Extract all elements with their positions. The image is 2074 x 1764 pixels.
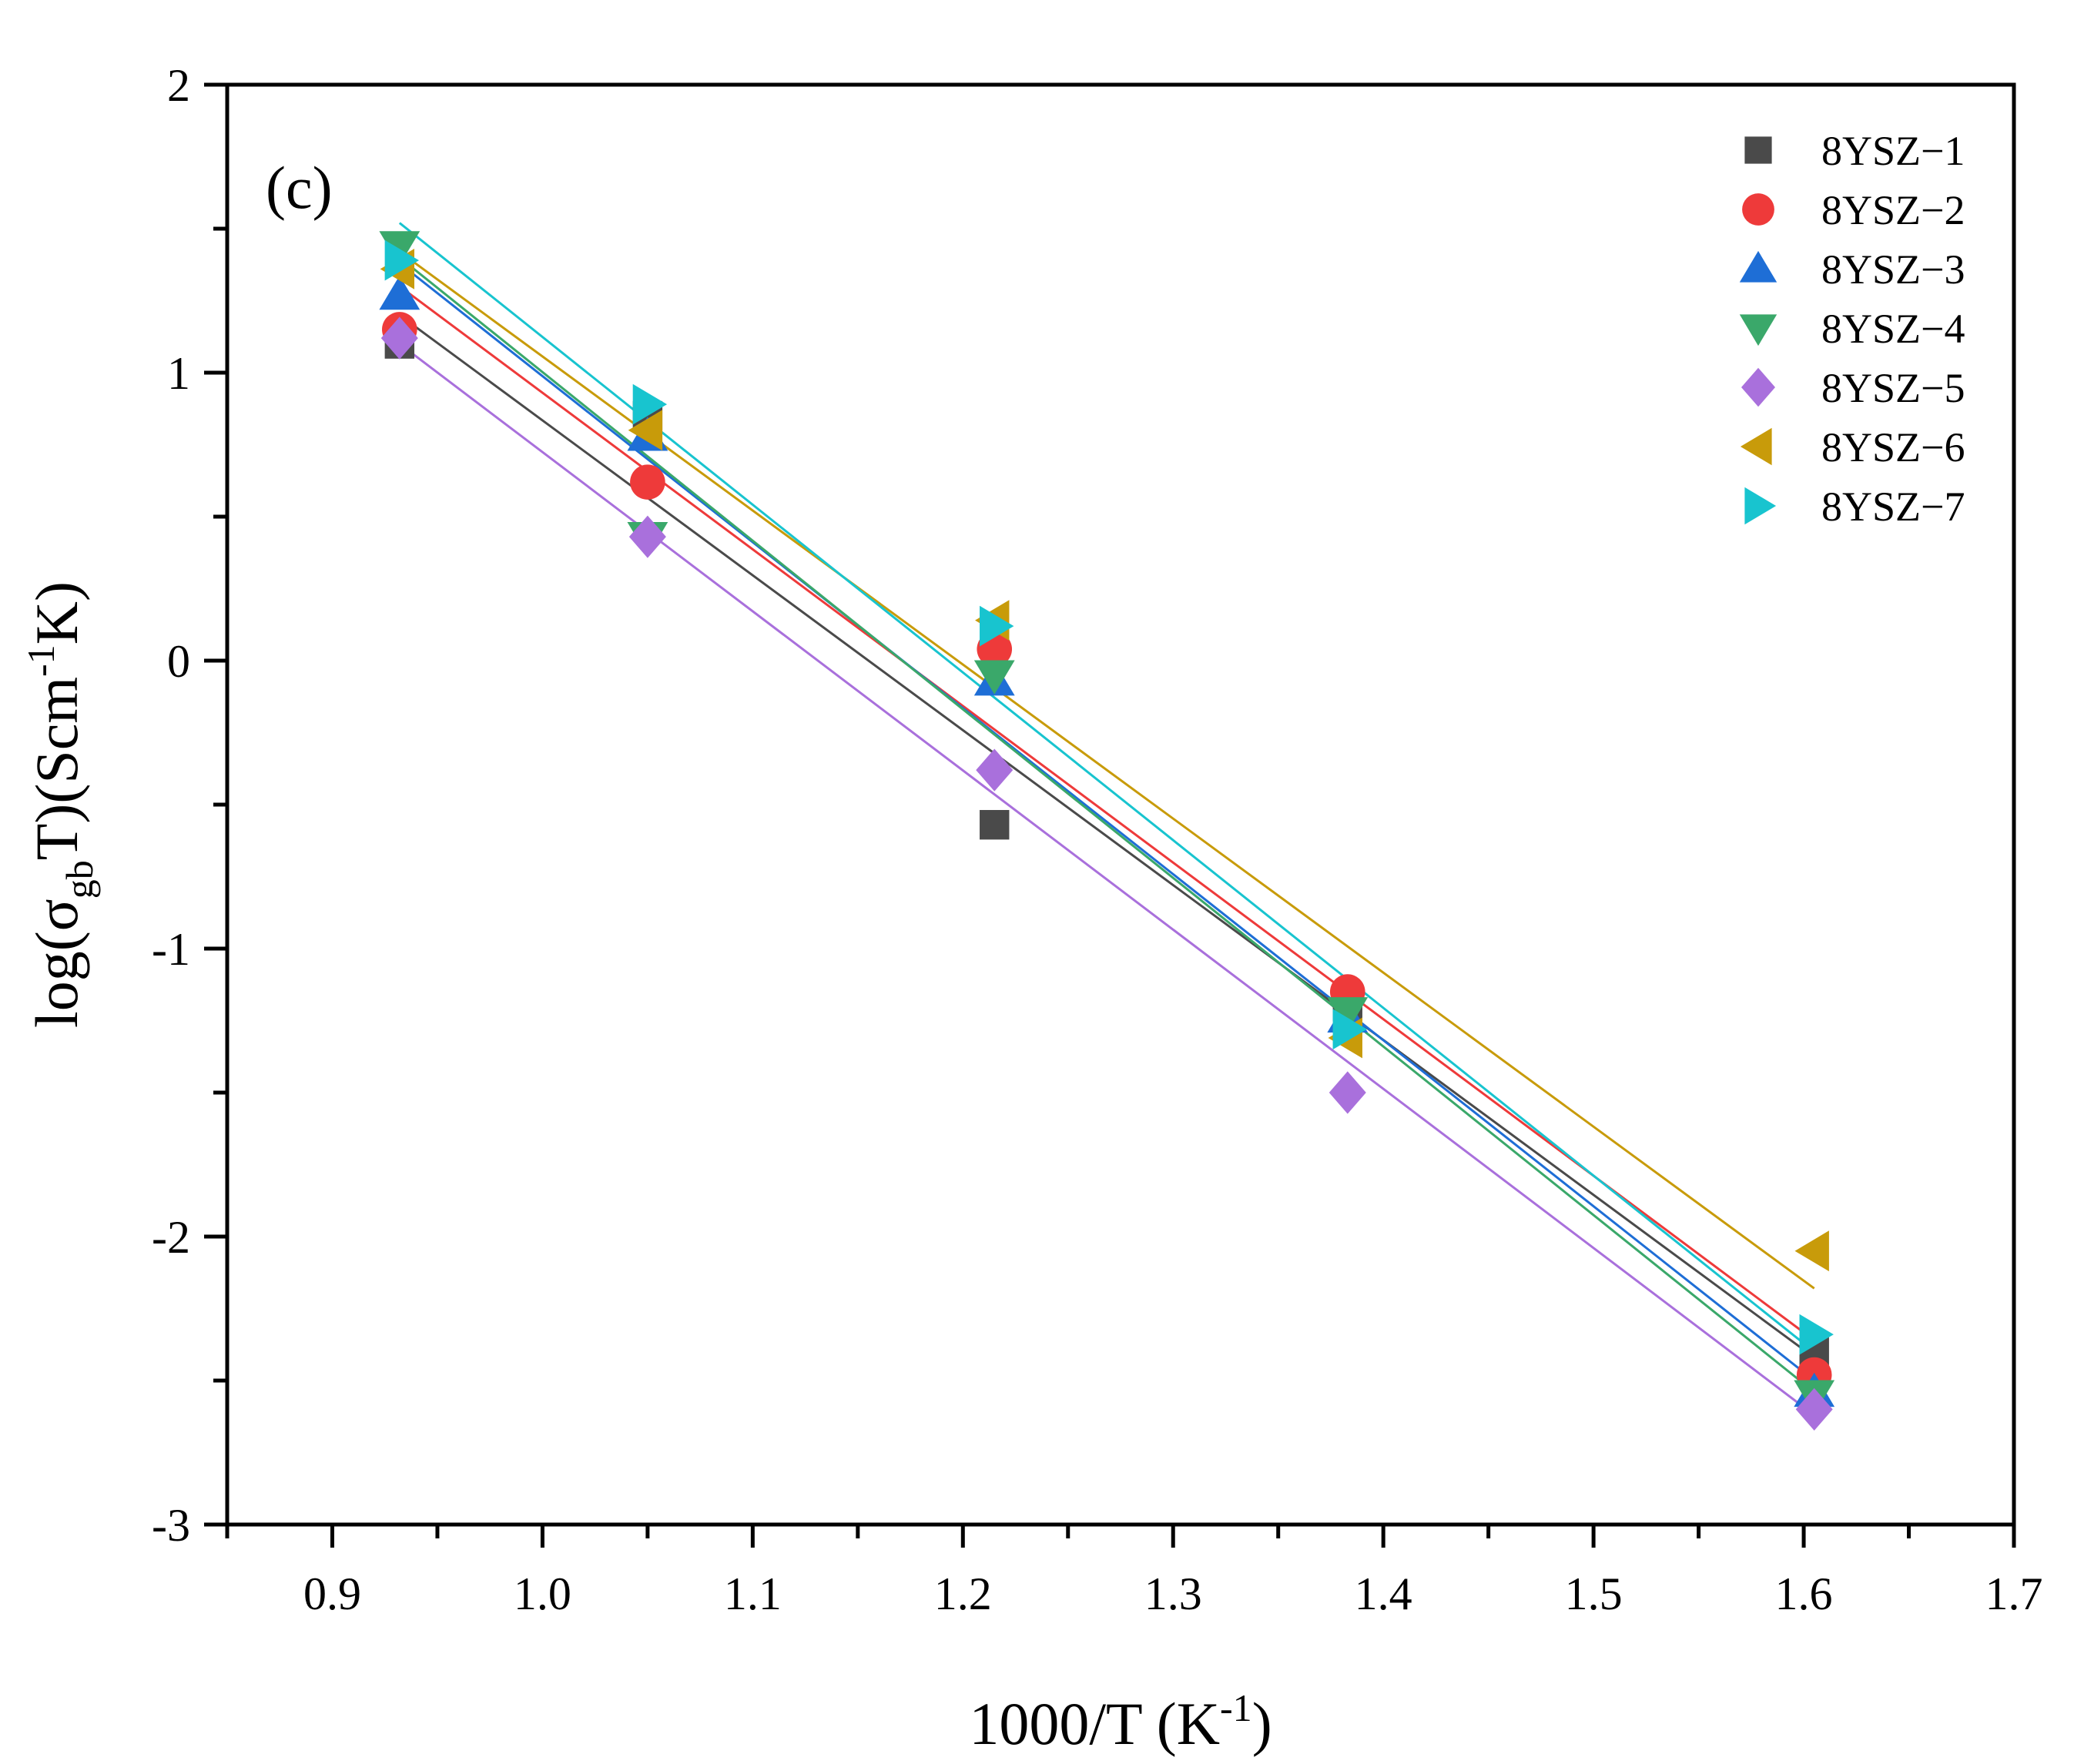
series-1-legend-label: 8YSZ−1: [1821, 128, 1965, 174]
series-4-point: [379, 231, 420, 266]
y-axis-title-part1: log(σ: [23, 899, 90, 1028]
series-6-point: [1794, 1230, 1829, 1272]
x-tick-label: 1.0: [514, 1568, 571, 1619]
x-axis-title-close: ): [1252, 1690, 1272, 1757]
x-tick-label: 1.7: [1985, 1568, 2043, 1619]
series-1-legend-marker: [1744, 136, 1772, 164]
series-5-point: [1795, 1387, 1833, 1431]
legend: 8YSZ−1 8YSZ−2 8YSZ−3 8YSZ−4 8YSZ−5 8YSZ−6 8YSZ…: [1739, 128, 1965, 530]
y-tick-label: -2: [152, 1212, 190, 1263]
series-7-point: [632, 383, 668, 425]
series-5-legend-label: 8YSZ−5: [1821, 365, 1965, 411]
series-1-point: [980, 809, 1010, 840]
series-5-point: [976, 748, 1014, 792]
series-7-fit-line: [398, 222, 1815, 1353]
series-6-legend-marker: [1740, 427, 1772, 466]
x-tick-label: 1.3: [1144, 1568, 1202, 1619]
series-5-legend-marker: [1741, 367, 1775, 407]
series-6-point: [628, 410, 663, 451]
panel-label: (c): [266, 154, 333, 221]
series-2-legend-label: 8YSZ−2: [1821, 187, 1965, 233]
x-axis-title-main: 1000/T (K: [969, 1690, 1220, 1757]
y-axis-title: log(σgbT)(Scm-1K): [19, 581, 101, 1028]
series-3-point: [379, 275, 420, 310]
data-points: [379, 231, 1835, 1431]
series-2-point: [630, 464, 665, 500]
series-7-point: [384, 239, 420, 281]
series-4-point: [973, 660, 1015, 695]
series-7-legend-label: 8YSZ−7: [1821, 484, 1965, 530]
fit-lines: [398, 222, 1815, 1417]
y-axis-title-sup: -1: [19, 644, 62, 677]
series-7-point: [1332, 1009, 1367, 1050]
y-axis-title-part2: T)(Scm: [23, 677, 90, 860]
y-tick-label: -3: [152, 1500, 190, 1551]
y-tick-label: -1: [152, 924, 190, 975]
series-5-point: [628, 515, 666, 558]
x-axis-title: 1000/T (K-1): [969, 1686, 1272, 1757]
series-7-point: [980, 605, 1014, 647]
x-tick-label: 1.1: [724, 1568, 782, 1619]
series-4-point: [1327, 997, 1369, 1032]
x-tick-label: 0.9: [303, 1568, 361, 1619]
series-3-legend-label: 8YSZ−3: [1821, 246, 1965, 293]
series-5-point: [1328, 1071, 1366, 1114]
series-7-point: [1799, 1314, 1834, 1355]
series-4-fit-line: [398, 256, 1815, 1394]
x-tick-label: 1.5: [1565, 1568, 1623, 1619]
series-1-fit-line: [398, 313, 1815, 1359]
series-2-legend-marker: [1742, 193, 1774, 226]
x-tick-label: 1.6: [1775, 1568, 1833, 1619]
series-4-legend-label: 8YSZ−4: [1821, 306, 1965, 352]
series-7-legend-marker: [1744, 487, 1777, 525]
series-3-legend-marker: [1739, 250, 1777, 283]
series-5-fit-line: [398, 343, 1815, 1417]
y-tick-label: 0: [167, 636, 190, 687]
x-tick-label: 1.2: [934, 1568, 992, 1619]
y-axis-title-part3: K): [23, 581, 90, 644]
series-6-fit-line: [398, 250, 1815, 1290]
y-tick-label: 2: [167, 60, 190, 111]
y-tick-label: 1: [167, 348, 190, 399]
y-axis-title-sub: gb: [58, 860, 101, 899]
series-6-legend-label: 8YSZ−6: [1821, 424, 1965, 470]
series-5-point: [380, 316, 418, 360]
x-tick-label: 1.4: [1355, 1568, 1412, 1619]
series-4-legend-marker: [1739, 314, 1777, 346]
series-3-fit-line: [398, 262, 1815, 1382]
axis-ticks: 0.9 1.0 1.1 1.2 1.3 1.4 1.5 1.6 1.7 -3 -2 -1 0 1 2: [152, 60, 2042, 1619]
x-axis-title-sup: -1: [1220, 1686, 1252, 1729]
